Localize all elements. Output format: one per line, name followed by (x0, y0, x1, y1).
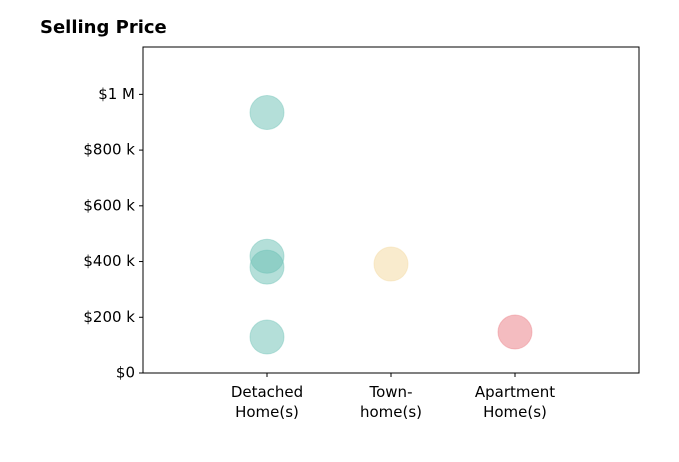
point (249, 94, 285, 130)
point (249, 319, 285, 355)
x-tick-label: Apartment Home(s) (474, 383, 556, 421)
y-tick-label: $1 M (98, 85, 135, 103)
point (373, 246, 409, 282)
y-tick-label: $0 (116, 364, 135, 382)
y-tick-label: $200 k (83, 308, 135, 326)
point (249, 249, 285, 285)
plot-frame (142, 46, 640, 374)
y-tick-label: $800 k (83, 141, 135, 159)
point (497, 314, 533, 350)
x-tick-label: Detached Home(s) (230, 383, 304, 421)
chart-title: Selling Price (40, 17, 167, 38)
y-tick-label: $600 k (83, 196, 135, 214)
y-tick-label: $400 k (83, 252, 135, 270)
x-tick-label: Town- home(s) (359, 383, 423, 421)
